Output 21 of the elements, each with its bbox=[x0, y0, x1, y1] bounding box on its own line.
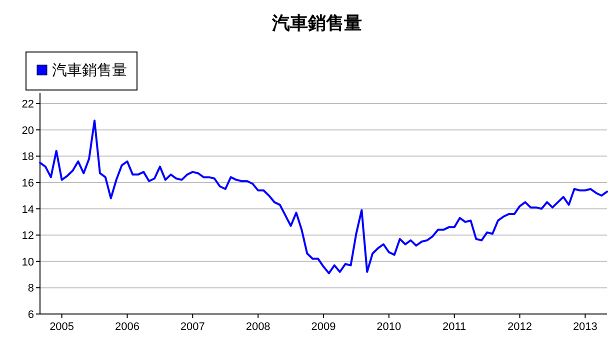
x-tick-label: 2012 bbox=[508, 321, 532, 333]
x-tick-label: 2010 bbox=[376, 321, 402, 333]
line-series bbox=[39, 120, 608, 274]
x-tick-label: 2009 bbox=[311, 321, 336, 333]
y-tick-label: 20 bbox=[22, 124, 34, 137]
legend-label: 汽車銷售量 bbox=[52, 62, 127, 79]
x-tick-label: 2005 bbox=[50, 321, 74, 333]
y-tick-label: 22 bbox=[22, 98, 34, 111]
y-tick-label: 8 bbox=[28, 282, 34, 295]
chart-title: 汽車銷售量 bbox=[271, 13, 362, 33]
x-tick-label: 2011 bbox=[442, 321, 466, 333]
y-tick-label: 6 bbox=[28, 309, 34, 321]
y-tick-label: 18 bbox=[22, 151, 34, 164]
y-tick-label: 10 bbox=[22, 256, 34, 268]
x-tick-label: 2007 bbox=[180, 321, 205, 333]
x-tick-label: 2008 bbox=[246, 321, 270, 333]
y-tick-label: 12 bbox=[22, 230, 34, 242]
y-tick-label: 14 bbox=[22, 204, 34, 216]
y-tick-label: 16 bbox=[22, 177, 34, 190]
x-tick-label: 2006 bbox=[114, 321, 140, 333]
x-tick-label: 2013 bbox=[572, 321, 598, 333]
